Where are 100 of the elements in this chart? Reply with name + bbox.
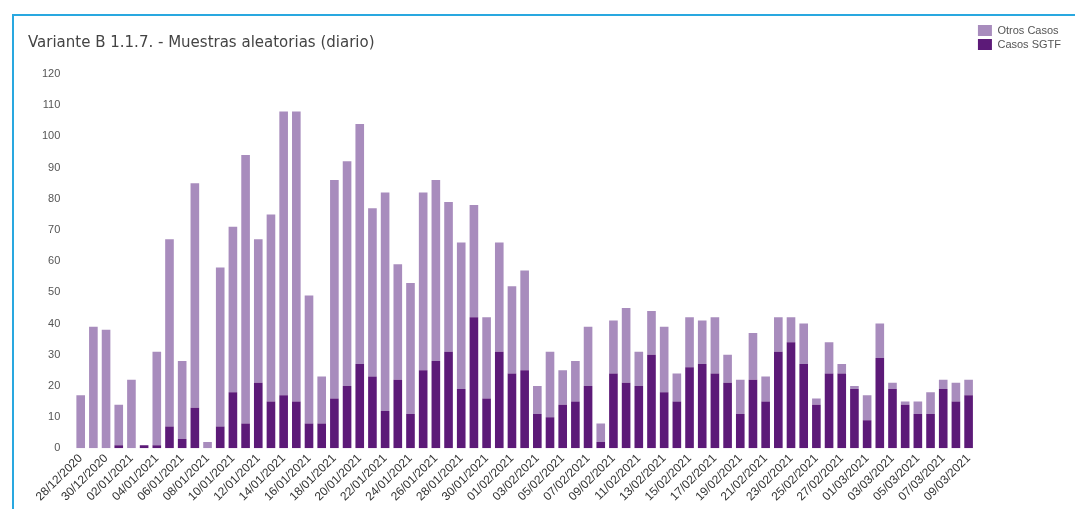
bar — [317, 376, 327, 424]
bar — [634, 385, 644, 449]
bar — [190, 183, 200, 408]
bar — [114, 445, 124, 449]
bar — [558, 404, 568, 449]
bar — [469, 317, 479, 449]
bar — [253, 382, 263, 449]
bar — [101, 329, 111, 449]
y-tick-label: 50 — [48, 285, 61, 298]
y-tick-label: 60 — [48, 254, 61, 267]
bar — [685, 367, 694, 449]
bar — [812, 404, 821, 449]
bar — [659, 326, 669, 393]
bar — [609, 320, 618, 374]
bar — [951, 401, 961, 449]
bar — [266, 401, 276, 449]
legend-label: Otros Casos — [997, 23, 1060, 36]
bar — [951, 382, 961, 402]
bar — [938, 389, 948, 449]
bar — [380, 192, 390, 411]
legend-label: Casos SGTF — [997, 37, 1062, 50]
bar — [152, 445, 162, 449]
bar — [215, 426, 225, 449]
bar — [824, 373, 834, 449]
bar — [926, 414, 935, 449]
bar — [697, 364, 707, 449]
bar — [837, 364, 847, 374]
bar — [609, 373, 618, 449]
bar — [330, 180, 339, 399]
bar — [545, 351, 555, 418]
bar — [926, 392, 935, 415]
bar — [431, 180, 441, 361]
bar — [774, 317, 783, 352]
bar — [583, 385, 593, 449]
bar — [330, 398, 339, 449]
bar — [520, 370, 529, 449]
bar — [292, 401, 301, 449]
bar — [685, 317, 694, 368]
y-tick-label: 90 — [48, 160, 61, 173]
y-tick-label: 100 — [41, 129, 61, 142]
bar — [723, 354, 732, 383]
bar — [621, 382, 631, 449]
bar — [482, 317, 491, 399]
bar — [355, 364, 365, 449]
bar — [241, 155, 250, 424]
bar — [596, 423, 606, 443]
bar — [735, 414, 745, 449]
bar — [571, 361, 580, 402]
bar — [494, 242, 504, 352]
bar — [900, 404, 910, 449]
bar — [533, 414, 542, 449]
bar — [292, 111, 301, 402]
bar — [114, 404, 124, 446]
bar — [406, 414, 415, 449]
y-tick-label: 40 — [48, 316, 61, 329]
bar — [279, 395, 288, 449]
bar — [342, 161, 352, 386]
y-tick-label: 30 — [48, 347, 61, 360]
bar — [786, 342, 796, 449]
bar — [850, 385, 859, 390]
bar — [482, 398, 491, 449]
bar — [393, 379, 403, 449]
bar — [253, 239, 263, 383]
bar — [545, 417, 555, 449]
bar — [964, 395, 973, 449]
bar — [456, 242, 466, 390]
bar — [647, 354, 656, 449]
bar — [444, 351, 453, 449]
bar — [228, 392, 238, 449]
bar — [774, 351, 783, 449]
bar — [596, 442, 606, 449]
bar — [748, 332, 758, 380]
bar — [127, 379, 136, 449]
bar — [444, 201, 453, 352]
bar — [507, 373, 517, 449]
bar — [215, 267, 225, 427]
bar — [812, 398, 821, 405]
bar — [735, 379, 745, 415]
bar — [659, 392, 669, 449]
bar — [571, 401, 580, 449]
bar — [494, 351, 504, 449]
bar — [799, 323, 809, 365]
bar — [710, 373, 720, 449]
bar — [875, 357, 885, 449]
bar — [799, 364, 809, 449]
bar — [583, 326, 593, 386]
bar — [469, 205, 479, 318]
bar — [279, 111, 288, 396]
bar — [266, 214, 276, 402]
bar — [228, 226, 238, 393]
bar — [393, 264, 403, 380]
bar — [634, 351, 644, 386]
bar — [672, 401, 682, 449]
bar — [507, 286, 517, 374]
bar — [177, 361, 187, 439]
y-tick-label: 80 — [48, 191, 61, 204]
bar — [165, 239, 174, 427]
bar — [165, 426, 174, 449]
bar — [342, 385, 352, 449]
bar — [647, 311, 656, 355]
